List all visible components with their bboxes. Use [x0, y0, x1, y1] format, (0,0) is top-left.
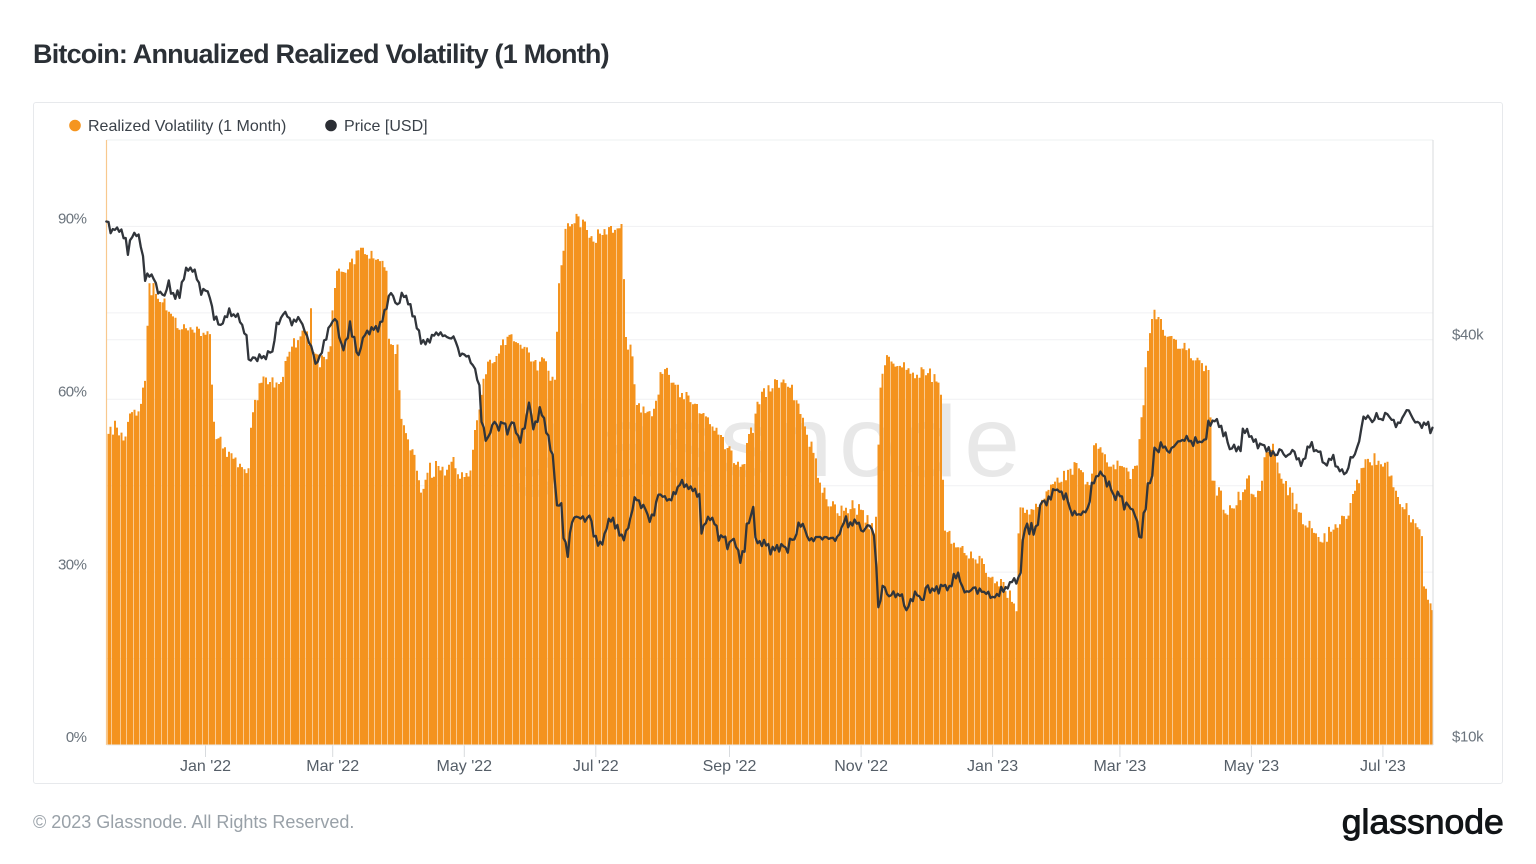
- svg-text:$40k: $40k: [1452, 326, 1484, 343]
- svg-text:Mar '22: Mar '22: [306, 758, 359, 775]
- svg-text:May '22: May '22: [437, 758, 493, 775]
- svg-text:Nov '22: Nov '22: [834, 758, 888, 775]
- svg-text:Price [USD]: Price [USD]: [344, 118, 428, 135]
- svg-text:glassnode: glassnode: [1342, 803, 1504, 841]
- svg-text:60%: 60%: [58, 384, 87, 401]
- svg-text:30%: 30%: [58, 556, 87, 573]
- svg-text:Jan '22: Jan '22: [180, 758, 231, 775]
- svg-text:0%: 0%: [66, 729, 87, 746]
- svg-text:Mar '23: Mar '23: [1093, 758, 1146, 775]
- svg-text:May '23: May '23: [1224, 758, 1280, 775]
- svg-text:Sep '22: Sep '22: [703, 758, 757, 775]
- svg-text:Jul '22: Jul '22: [573, 758, 619, 775]
- svg-text:Jul '23: Jul '23: [1360, 758, 1406, 775]
- svg-text:90%: 90%: [58, 211, 87, 228]
- svg-text:Realized Volatility (1 Month): Realized Volatility (1 Month): [88, 118, 286, 135]
- svg-text:Jan '23: Jan '23: [967, 758, 1018, 775]
- svg-text:$10k: $10k: [1452, 729, 1484, 746]
